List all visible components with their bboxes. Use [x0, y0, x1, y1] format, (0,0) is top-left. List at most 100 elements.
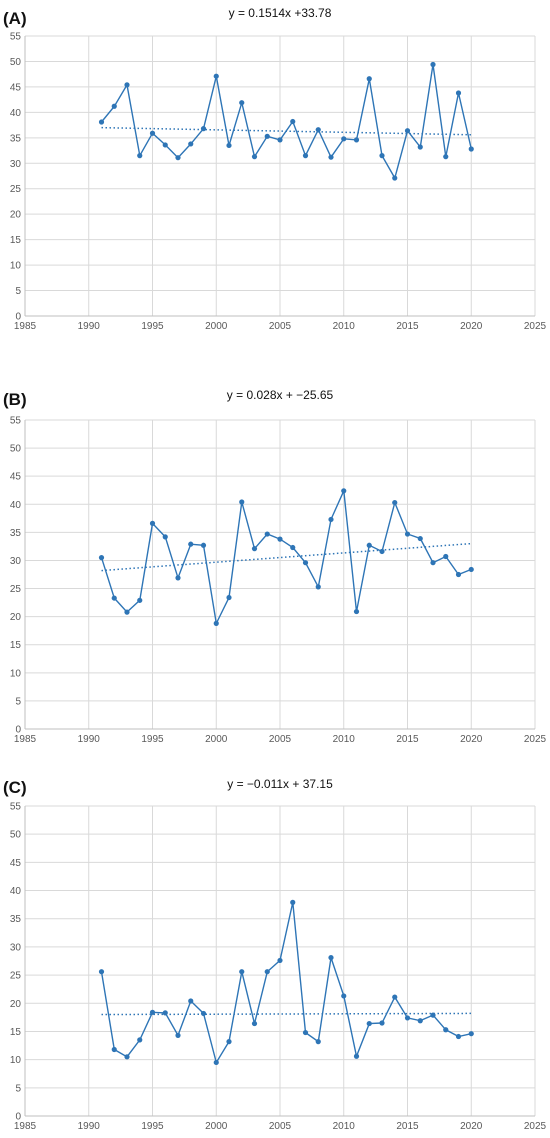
- x-tick-label: 2000: [205, 321, 228, 332]
- data-point: [315, 584, 321, 590]
- y-tick-label: 5: [15, 286, 21, 297]
- data-point: [302, 560, 309, 566]
- data-point: [290, 899, 296, 905]
- data-point: [417, 144, 423, 150]
- data-point: [251, 546, 258, 552]
- y-tick-label: 10: [10, 261, 22, 272]
- y-tick-label: 20: [10, 999, 22, 1010]
- data-point: [404, 128, 411, 134]
- y-tick-label: 20: [10, 210, 22, 221]
- data-point: [366, 76, 372, 82]
- data-point: [290, 118, 296, 125]
- x-tick-label: 1985: [14, 321, 37, 332]
- data-point: [379, 548, 385, 555]
- data-point: [188, 541, 194, 547]
- data-point: [443, 1027, 449, 1033]
- data-point: [430, 1012, 436, 1018]
- data-point: [315, 1039, 321, 1045]
- x-tick-label: 2000: [205, 1121, 228, 1132]
- data-point: [226, 1039, 232, 1045]
- y-tick-label: 0: [15, 312, 21, 323]
- data-point: [417, 1018, 423, 1024]
- data-point: [200, 542, 207, 548]
- chart-panel-2: (B) y = 0.028x + −25.65051015202530354045…: [3, 388, 547, 745]
- y-tick-label: 40: [10, 886, 22, 897]
- x-tick-label: 2000: [205, 734, 228, 745]
- x-tick-label: 2020: [460, 734, 483, 745]
- x-tick-label: 1990: [78, 734, 101, 745]
- x-tick-label: 2005: [269, 321, 292, 332]
- data-point: [455, 1033, 462, 1040]
- data-point: [124, 609, 130, 615]
- data-point: [353, 1053, 360, 1059]
- data-point: [341, 136, 347, 142]
- y-tick-label: 0: [15, 725, 21, 736]
- data-point: [366, 542, 372, 548]
- x-tick-label: 1985: [14, 1121, 37, 1132]
- data-point: [213, 620, 219, 626]
- data-point: [175, 1032, 181, 1038]
- data-point: [162, 142, 168, 148]
- data-point: [98, 969, 105, 975]
- y-tick-label: 55: [10, 32, 22, 43]
- x-tick-label: 2010: [333, 734, 356, 745]
- x-tick-label: 2010: [333, 1121, 356, 1132]
- y-tick-label: 35: [10, 528, 22, 539]
- x-tick-label: 2010: [333, 321, 356, 332]
- y-tick-label: 55: [10, 416, 22, 427]
- x-tick-label: 1995: [141, 321, 164, 332]
- chart-panel-3: (C) y = −0.011x + 37.15051015202530354045…: [3, 777, 547, 1132]
- data-point: [353, 137, 360, 143]
- data-point: [404, 1015, 411, 1021]
- data-point: [149, 520, 156, 526]
- series-line: [100, 64, 472, 180]
- y-tick-label: 45: [10, 472, 22, 483]
- data-point: [404, 531, 411, 537]
- x-tick-label: 2015: [396, 734, 419, 745]
- y-tick-label: 5: [15, 1083, 21, 1094]
- y-tick-label: 50: [10, 444, 22, 455]
- data-point: [341, 993, 347, 999]
- data-point: [277, 137, 283, 143]
- x-tick-label: 1990: [78, 321, 101, 332]
- data-point: [468, 566, 474, 573]
- x-tick-label: 1995: [141, 1121, 164, 1132]
- y-tick-label: 50: [10, 57, 22, 68]
- y-tick-label: 45: [10, 82, 22, 93]
- x-tick-label: 1985: [14, 734, 37, 745]
- panel-label: (C): [3, 778, 27, 797]
- data-point: [302, 153, 309, 159]
- data-point: [188, 141, 194, 147]
- data-point: [443, 553, 449, 560]
- x-tick-label: 2025: [524, 1121, 547, 1132]
- data-point: [124, 82, 130, 88]
- y-tick-label: 30: [10, 556, 22, 567]
- data-point: [290, 544, 296, 551]
- series-line: [100, 902, 472, 1065]
- chart-title: y = 0.1514x +33.78: [229, 6, 332, 20]
- data-point: [226, 594, 232, 601]
- data-point: [137, 1037, 143, 1043]
- data-point: [200, 126, 207, 132]
- y-tick-label: 30: [10, 942, 22, 953]
- data-point: [239, 969, 245, 975]
- y-tick-label: 15: [10, 235, 22, 246]
- data-point: [455, 571, 462, 578]
- data-point: [111, 103, 117, 109]
- y-tick-label: 35: [10, 914, 22, 925]
- data-point: [175, 155, 181, 161]
- chart-title: y = −0.011x + 37.15: [227, 777, 333, 791]
- data-point: [264, 969, 270, 975]
- data-point: [328, 955, 334, 961]
- y-tick-label: 5: [15, 696, 21, 707]
- data-point: [239, 499, 245, 505]
- data-point: [328, 516, 334, 523]
- y-tick-label: 20: [10, 612, 22, 623]
- x-tick-label: 2005: [269, 734, 292, 745]
- data-point: [328, 154, 334, 160]
- y-tick-label: 0: [15, 1112, 21, 1123]
- x-tick-label: 2020: [460, 1121, 483, 1132]
- data-point: [137, 597, 143, 603]
- data-point: [162, 534, 168, 540]
